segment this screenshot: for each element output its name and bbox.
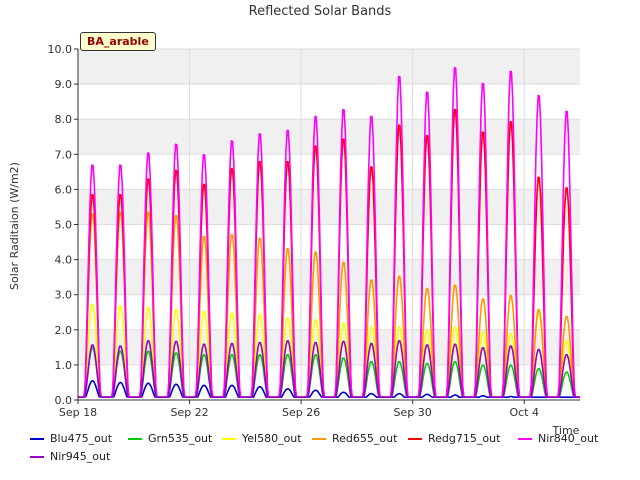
chart-title: Reflected Solar Bands — [249, 4, 392, 19]
legend-label: Nir945_out — [50, 450, 111, 463]
legend-item: Blu475_out — [30, 432, 112, 445]
y-tick-label: 7.0 — [55, 148, 73, 161]
y-tick-label: 2.0 — [55, 324, 73, 337]
x-tick-labels: Sep 18 Sep 22 Sep 26 Sep 30 Oct 4 — [59, 400, 539, 419]
legend-swatch — [518, 438, 532, 440]
legend-label: Grn535_out — [148, 432, 213, 445]
legend-item: Nir840_out — [518, 432, 598, 445]
series-line-nir945_out — [78, 340, 580, 399]
plot-band — [78, 49, 580, 85]
legend-label: Redg715_out — [428, 432, 501, 445]
y-tick-label: 1.0 — [55, 359, 73, 372]
y-tick-label: 0.0 — [55, 394, 73, 407]
plot-band — [78, 259, 580, 295]
x-tick-label: Sep 26 — [282, 406, 320, 419]
legend-swatch — [408, 438, 422, 440]
site-badge: BA_arable — [80, 32, 156, 51]
legend-item: Grn535_out — [128, 432, 212, 445]
plot-band — [78, 189, 580, 225]
x-tick-label: Sep 30 — [394, 406, 432, 419]
y-tick-label: 9.0 — [55, 78, 73, 91]
y-tick-label: 10.0 — [48, 43, 73, 56]
legend-item: Redg715_out — [408, 432, 500, 445]
x-axis-label: Time — [552, 424, 580, 437]
x-tick-label: Sep 22 — [170, 406, 208, 419]
legend-label: Blu475_out — [50, 432, 113, 445]
legend-swatch — [30, 438, 44, 440]
legend-item: Red655_out — [312, 432, 397, 445]
y-tick-label: 5.0 — [55, 219, 73, 232]
y-tick-labels: 0.0 1.0 2.0 3.0 4.0 5.0 6.0 7.0 8.0 9.0 10.0 — [48, 43, 78, 407]
y-axis-label: Solar Raditaion (W/m2) — [8, 162, 21, 290]
series-lines — [78, 66, 580, 399]
legend-swatch — [312, 438, 326, 440]
y-tick-label: 3.0 — [55, 289, 73, 302]
legend-item: Yel580_out — [222, 432, 302, 445]
legend-label: Yel580_out — [242, 432, 302, 445]
legend-item: Nir945_out — [30, 450, 110, 463]
y-tick-label: 8.0 — [55, 113, 73, 126]
plot-band — [78, 329, 580, 365]
x-tick-label: Sep 18 — [59, 406, 97, 419]
legend-swatch — [30, 456, 44, 458]
y-tick-label: 4.0 — [55, 254, 73, 267]
legend-swatch — [222, 438, 236, 440]
legend-swatch — [128, 438, 142, 440]
x-tick-label: Oct 4 — [509, 406, 539, 419]
plot-band — [78, 119, 580, 155]
legend-label: Nir840_out — [538, 432, 599, 445]
y-tick-label: 6.0 — [55, 183, 73, 196]
legend-label: Red655_out — [332, 432, 398, 445]
